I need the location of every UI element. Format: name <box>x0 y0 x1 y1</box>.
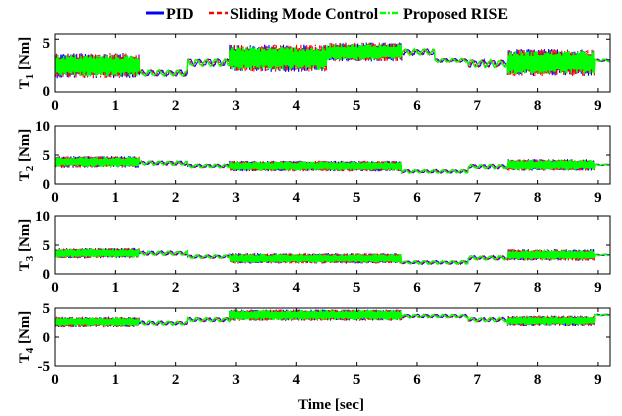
t2-ylabel-subscript: 2 <box>24 165 36 171</box>
t2-y-tick-label: 10 <box>35 119 50 135</box>
x-tick-label: 1 <box>112 190 120 206</box>
t2-axes-box <box>54 125 611 185</box>
t2-y-tick-label: 5 <box>43 148 51 164</box>
t4-ylabel-unit: [Nm] <box>17 311 33 344</box>
x-tick-label: 2 <box>172 190 180 206</box>
t2-traces <box>54 156 610 175</box>
x-tick-label: 6 <box>413 372 421 388</box>
t3-ylabel-symbol: T <box>17 261 33 271</box>
t1-ylabel-subscript: 1 <box>24 74 36 80</box>
legend-smc-label: Sliding Mode Control <box>230 6 379 23</box>
t3-y-tick-label: 10 <box>35 209 50 225</box>
t3-traces <box>54 247 610 266</box>
t3-ylabel-unit: [Nm] <box>17 219 33 252</box>
x-tick-label: 3 <box>232 280 240 296</box>
t2-y-tick-label: 0 <box>43 177 51 193</box>
x-tick-label: 4 <box>293 190 301 206</box>
t1-ylabel-unit: [Nm] <box>17 37 33 70</box>
t2-ylabel-unit: [Nm] <box>17 129 33 162</box>
t3-y-tick-label: 5 <box>43 238 51 254</box>
t1-x-tick-labels: 0 1 2 3 4 5 6 7 8 9 <box>51 98 601 114</box>
t4-y-tick-label: 0 <box>43 330 51 346</box>
t1-y-tick-label: 0 <box>43 84 51 100</box>
x-tick-label: 2 <box>172 98 180 114</box>
t3-ticks <box>54 215 610 275</box>
t4-x-tick-labels: 0 1 2 3 4 5 6 7 8 9 <box>51 372 601 388</box>
legend-pid-label: PID <box>166 6 194 23</box>
t1-y-tick-label: 5 <box>43 36 51 52</box>
x-tick-label: 6 <box>413 280 421 296</box>
x-tick-label: 9 <box>594 98 602 114</box>
t2-x-tick-labels: 0 1 2 3 4 5 6 7 8 9 <box>51 190 601 206</box>
t4-y-tick-label: 5 <box>43 301 51 317</box>
t3-ylabel-subscript: 3 <box>24 255 36 261</box>
t2-ylabel-symbol: T <box>17 171 33 181</box>
t3-y-tick-label: 0 <box>43 267 51 283</box>
t1-proposed-rise-trace <box>54 43 610 78</box>
x-tick-label: 2 <box>172 372 180 388</box>
t3-proposed-rise-trace <box>54 247 610 266</box>
x-tick-label: 8 <box>534 280 542 296</box>
x-tick-label: 6 <box>413 98 421 114</box>
x-tick-label: 9 <box>594 372 602 388</box>
x-tick-label: 6 <box>413 190 421 206</box>
x-tick-label: 0 <box>51 280 59 296</box>
x-tick-label: 0 <box>51 98 59 114</box>
t3-x-tick-labels: 0 1 2 3 4 5 6 7 8 9 <box>51 280 601 296</box>
x-tick-label: 5 <box>353 372 361 388</box>
t4-y-axis-label: T4 [Nm] <box>17 311 36 364</box>
t4-ylabel-subscript: 4 <box>24 347 36 353</box>
x-tick-label: 7 <box>474 280 482 296</box>
x-tick-label: 8 <box>534 190 542 206</box>
x-tick-label: 3 <box>232 372 240 388</box>
x-tick-label: 5 <box>353 190 361 206</box>
x-tick-label: 7 <box>474 372 482 388</box>
x-tick-label: 7 <box>474 98 482 114</box>
x-tick-label: 1 <box>112 280 120 296</box>
t3-axes-box <box>54 215 611 275</box>
x-tick-label: 9 <box>594 190 602 206</box>
legend-rise-label: Proposed RISE <box>403 6 508 23</box>
x-tick-label: 1 <box>112 98 120 114</box>
t4-ylabel-symbol: T <box>17 353 33 363</box>
t2-proposed-rise-trace <box>54 156 610 175</box>
x-tick-label: 3 <box>232 190 240 206</box>
x-tick-label: 4 <box>293 98 301 114</box>
x-tick-label: 5 <box>353 280 361 296</box>
t1-ticks <box>54 34 610 93</box>
t3-y-axis-label: T3 [Nm] <box>17 219 36 272</box>
x-tick-label: 4 <box>293 280 301 296</box>
t1-axes-box <box>54 33 611 93</box>
x-tick-label: 7 <box>474 190 482 206</box>
t2-ticks <box>54 125 610 185</box>
x-tick-label: 8 <box>534 372 542 388</box>
x-axis-label: Time [sec] <box>298 397 364 413</box>
legend: PID Sliding Mode Control Proposed RISE <box>146 6 508 23</box>
t1-traces <box>54 42 610 79</box>
t2-y-axis-label: T2 [Nm] <box>17 129 36 182</box>
x-tick-label: 0 <box>51 372 59 388</box>
t4-ticks <box>54 307 610 367</box>
x-tick-label: 3 <box>232 98 240 114</box>
t4-y-tick-label: -5 <box>38 359 51 375</box>
x-tick-label: 4 <box>293 372 301 388</box>
t4-traces <box>54 309 610 328</box>
x-tick-label: 1 <box>112 372 120 388</box>
x-tick-label: 2 <box>172 280 180 296</box>
x-tick-label: 9 <box>594 280 602 296</box>
t4-proposed-rise-trace <box>54 309 610 327</box>
x-tick-label: 8 <box>534 98 542 114</box>
t1-ylabel-symbol: T <box>17 79 33 89</box>
x-tick-label: 0 <box>51 190 59 206</box>
x-tick-label: 5 <box>353 98 361 114</box>
t1-y-axis-label: T1 [Nm] <box>17 37 36 90</box>
